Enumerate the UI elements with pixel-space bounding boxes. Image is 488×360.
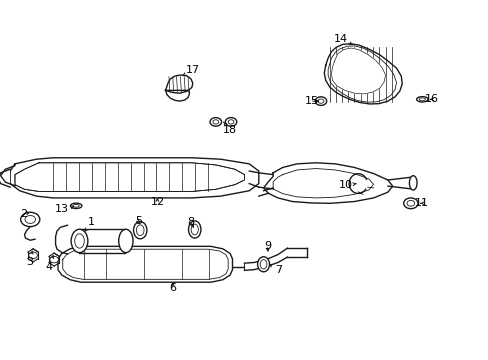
- Polygon shape: [327, 46, 396, 102]
- Ellipse shape: [416, 96, 427, 102]
- Text: 6: 6: [169, 283, 176, 293]
- Polygon shape: [58, 246, 232, 282]
- Text: 9: 9: [264, 241, 270, 251]
- Text: 5: 5: [135, 216, 142, 226]
- Text: 10: 10: [338, 180, 355, 190]
- Circle shape: [228, 120, 233, 124]
- Ellipse shape: [119, 229, 133, 253]
- Text: 12: 12: [150, 197, 164, 207]
- Ellipse shape: [73, 204, 79, 207]
- Polygon shape: [62, 249, 228, 279]
- Circle shape: [29, 252, 38, 258]
- Ellipse shape: [133, 222, 146, 239]
- Ellipse shape: [408, 176, 416, 190]
- Polygon shape: [331, 48, 385, 94]
- Polygon shape: [10, 158, 258, 198]
- Text: 7: 7: [269, 264, 282, 275]
- Text: 13: 13: [55, 204, 74, 215]
- Text: 1: 1: [84, 217, 95, 231]
- Polygon shape: [165, 90, 189, 101]
- Ellipse shape: [188, 221, 201, 238]
- Text: 8: 8: [187, 217, 194, 227]
- Ellipse shape: [71, 229, 88, 253]
- Text: 4: 4: [46, 256, 54, 272]
- Circle shape: [406, 201, 414, 206]
- Circle shape: [25, 216, 36, 224]
- Polygon shape: [15, 163, 244, 192]
- Text: 14: 14: [333, 35, 352, 45]
- Circle shape: [315, 97, 326, 105]
- Ellipse shape: [191, 224, 198, 235]
- Ellipse shape: [418, 98, 425, 101]
- Polygon shape: [324, 44, 402, 104]
- Circle shape: [212, 120, 218, 124]
- Text: 18: 18: [223, 122, 237, 135]
- Circle shape: [20, 212, 40, 226]
- Text: 16: 16: [424, 94, 438, 104]
- Circle shape: [225, 118, 236, 126]
- Ellipse shape: [257, 257, 269, 272]
- Text: 11: 11: [414, 198, 428, 208]
- Ellipse shape: [260, 260, 266, 269]
- Ellipse shape: [70, 203, 81, 208]
- Polygon shape: [263, 163, 392, 203]
- Circle shape: [50, 256, 59, 263]
- Polygon shape: [273, 168, 373, 198]
- Circle shape: [210, 118, 221, 126]
- Polygon shape: [165, 75, 192, 93]
- Text: 15: 15: [304, 96, 318, 106]
- Ellipse shape: [75, 234, 84, 248]
- Text: 2: 2: [20, 209, 30, 219]
- Ellipse shape: [136, 225, 144, 235]
- Text: 17: 17: [183, 64, 200, 76]
- Text: 3: 3: [26, 251, 33, 267]
- Circle shape: [403, 198, 417, 209]
- Circle shape: [317, 99, 323, 103]
